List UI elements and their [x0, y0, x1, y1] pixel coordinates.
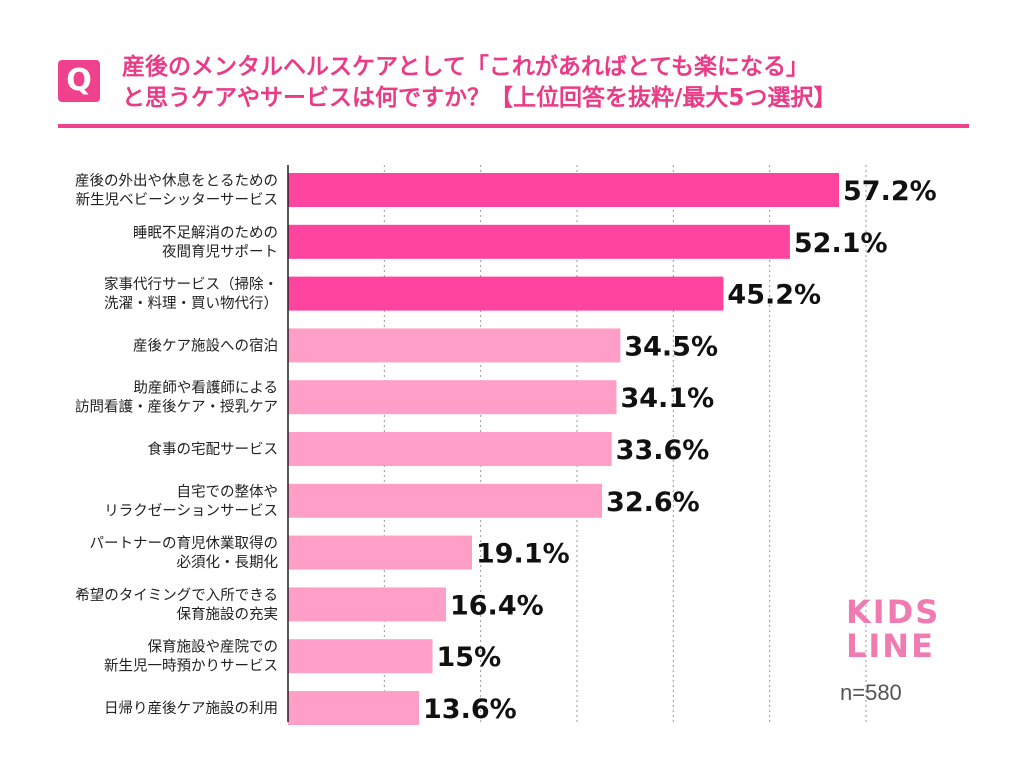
- category-label-7-line-1: 自宅での整体や: [177, 483, 279, 500]
- value-label-10: 15%: [437, 642, 502, 673]
- category-label-1-line-2: 新生児ベビーシッターサービス: [76, 192, 278, 209]
- value-label-3: 45.2%: [727, 280, 821, 311]
- bar-8: [288, 535, 472, 570]
- bar-4: [288, 328, 621, 363]
- bar-5: [288, 380, 617, 415]
- category-label-11: 日帰り産後ケア施設の利用: [104, 699, 278, 717]
- category-label-5-line-1: 助産師や看護師による: [133, 380, 278, 397]
- bar-9: [288, 587, 446, 622]
- value-label-8: 19.1%: [476, 539, 570, 570]
- logo-text-line: LINE: [846, 627, 935, 665]
- bar-11: [288, 691, 420, 725]
- category-label-5-line-2: 訪問看護・産後ケア・授乳ケア: [75, 399, 278, 416]
- value-label-6: 33.6%: [616, 435, 710, 466]
- category-label-3-line-1: 家事代行サービス（掃除・: [104, 275, 278, 293]
- bar-10: [288, 639, 433, 674]
- bar-1: [288, 173, 840, 207]
- category-label-8-line-1: パートナーの育児休業取得の: [90, 535, 279, 552]
- value-label-11: 13.6%: [423, 694, 517, 725]
- title-line-2: と思うケアやサービスは何ですか？【上位回答を抜粋/最大5つ選択】: [122, 85, 837, 111]
- category-label-9-line-2: 保育施設の充実: [177, 606, 279, 623]
- category-label-8-line-2: 必須化・長期化: [177, 554, 279, 571]
- category-label-10-line-2: 新生児一時預かりサービス: [104, 658, 278, 675]
- title-line-1: 産後のメンタルヘルスケアとして「これがあればとても楽になる」: [122, 54, 810, 80]
- category-label-10-line-1: 保育施設や産院での: [148, 639, 279, 656]
- bar-3: [288, 276, 724, 311]
- bar-7: [288, 483, 603, 518]
- logo-text-kids: KIDS: [846, 593, 941, 631]
- category-label-4: 産後ケア施設への宿泊: [133, 337, 278, 354]
- category-label-6: 食事の宅配サービス: [148, 441, 279, 458]
- title-divider: [58, 124, 969, 128]
- value-label-4: 34.5%: [624, 331, 718, 362]
- question-badge: Q: [58, 60, 100, 102]
- kidsline-logo: KIDS LINE: [818, 596, 958, 676]
- bar-2: [288, 224, 790, 259]
- value-label-2: 52.1%: [794, 228, 888, 259]
- value-label-7: 32.6%: [606, 487, 700, 518]
- value-label-5: 34.1%: [620, 383, 714, 414]
- sample-size: n=580: [840, 680, 902, 705]
- value-label-1: 57.2%: [843, 176, 937, 207]
- category-label-9-line-1: 希望のタイミングで入所できる: [75, 587, 278, 604]
- value-label-9: 16.4%: [450, 590, 544, 621]
- category-label-2-line-2: 夜間育児サポート: [162, 243, 278, 260]
- category-label-1-line-1: 産後の外出や休息をとるための: [75, 173, 278, 190]
- category-label-7-line-2: リラクゼーションサービス: [104, 502, 278, 519]
- bar-6: [288, 432, 612, 466]
- chart-title: 産後のメンタルヘルスケアとして「これがあればとても楽になる」 と思うケアやサービ…: [122, 52, 982, 114]
- category-label-3-line-2: 洗濯・料理・買い物代行）: [104, 295, 278, 312]
- category-label-2-line-1: 睡眠不足解消のための: [133, 224, 278, 241]
